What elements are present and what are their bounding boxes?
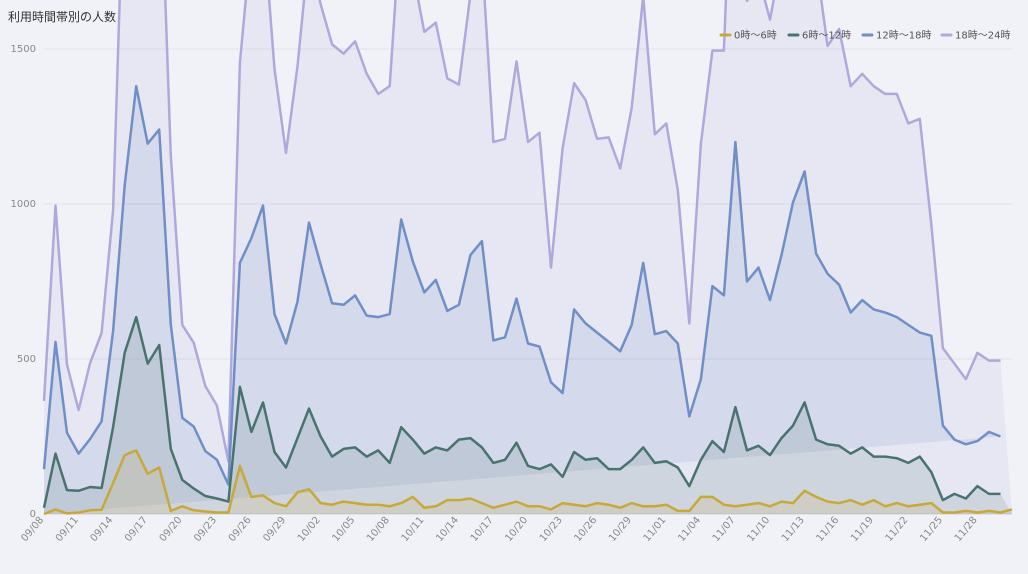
x-tick-label: 10/20 — [503, 515, 530, 544]
series-area — [44, 317, 1012, 514]
series-area — [44, 0, 1012, 514]
x-tick-label: 10/05 — [330, 515, 357, 544]
series-line — [42, 315, 1001, 509]
series-line — [43, 449, 1013, 516]
x-tick-label: 11/13 — [780, 515, 807, 544]
x-tick-label: 11/28 — [953, 515, 980, 544]
x-tick-label: 10/26 — [572, 515, 599, 544]
series-line — [42, 0, 1001, 463]
x-tick-label: 09/29 — [261, 515, 288, 544]
x-tick-label: 11/01 — [642, 515, 669, 544]
y-tick-label: 0 — [30, 509, 36, 520]
y-tick-label: 500 — [17, 354, 36, 365]
x-tick-label: 09/14 — [88, 515, 115, 544]
x-tick-label: 11/10 — [745, 515, 772, 544]
legend-label: 0時〜6時 — [734, 30, 777, 42]
legend-label: 18時〜24時 — [955, 30, 1010, 42]
x-tick-label: 11/07 — [711, 515, 738, 544]
chart-title: 利用時間帯別の人数 — [8, 10, 117, 24]
x-tick-label: 10/11 — [400, 515, 427, 544]
x-tick-label: 10/17 — [469, 515, 496, 544]
x-tick-label: 09/20 — [158, 515, 185, 544]
x-tick-label: 10/02 — [296, 515, 323, 544]
x-tick-label: 11/19 — [849, 515, 876, 544]
series-area — [44, 86, 1001, 514]
x-tick-label: 11/16 — [814, 515, 841, 544]
y-tick-label: 1000 — [11, 199, 36, 210]
x-tick-label: 11/25 — [918, 515, 945, 544]
x-tick-label: 10/14 — [434, 515, 461, 544]
x-tick-label: 11/04 — [676, 515, 703, 544]
series-area — [44, 450, 1012, 514]
x-tick-label: 09/26 — [227, 515, 254, 544]
x-tick-label: 10/08 — [365, 515, 392, 544]
x-tick-label: 11/22 — [884, 515, 911, 544]
x-tick-label: 09/17 — [123, 515, 150, 544]
x-tick-label: 09/23 — [192, 515, 219, 544]
legend-label: 12時〜18時 — [876, 30, 931, 42]
x-tick-label: 09/11 — [54, 515, 81, 544]
series-line — [42, 84, 1001, 486]
x-tick-label: 10/29 — [607, 515, 634, 544]
y-tick-label: 1500 — [11, 44, 36, 55]
legend-label: 6時〜12時 — [802, 30, 851, 42]
x-tick-label: 10/23 — [538, 515, 565, 544]
